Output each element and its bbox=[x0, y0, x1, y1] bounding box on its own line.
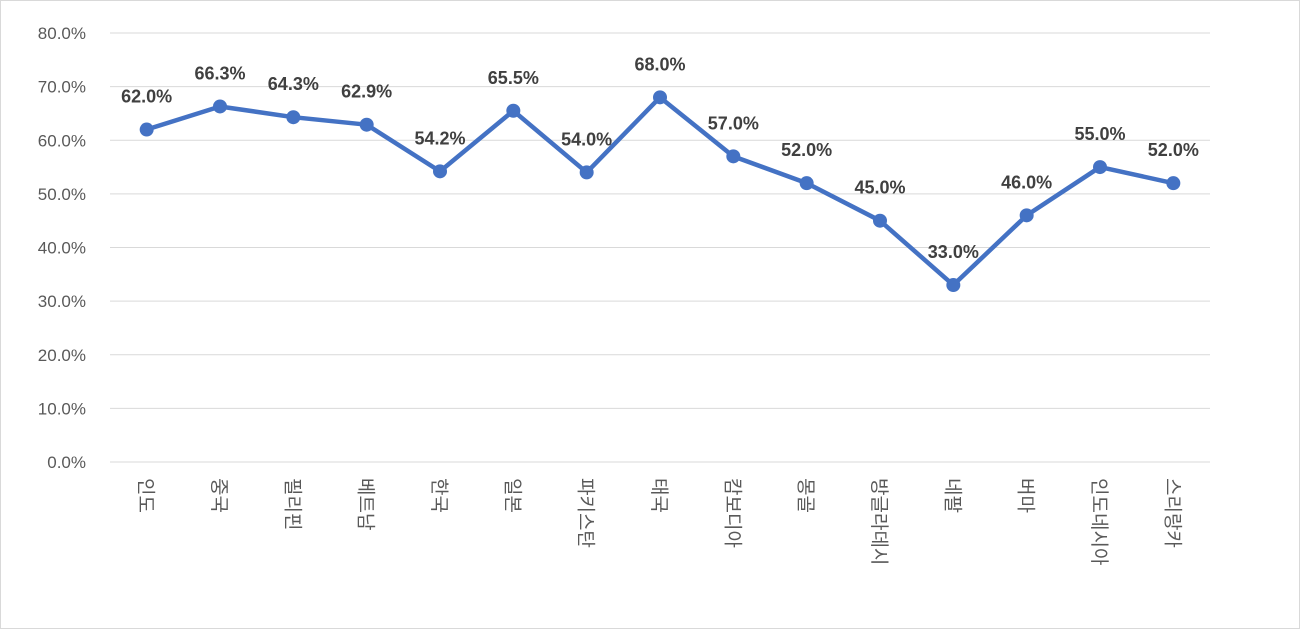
data-label: 62.9% bbox=[341, 82, 392, 102]
x-tick-label: 방글라데시 bbox=[868, 478, 890, 565]
data-point bbox=[726, 149, 741, 164]
data-label: 65.5% bbox=[488, 68, 539, 88]
data-point bbox=[873, 213, 887, 228]
data-point bbox=[286, 110, 301, 125]
x-tick-label: 몽골 bbox=[795, 478, 816, 513]
data-label: 46.0% bbox=[1001, 172, 1052, 192]
x-tick-label: 캄보디아 bbox=[721, 478, 743, 548]
x-tick-label: 태국 bbox=[648, 478, 670, 513]
x-tick-label: 인도네시아 bbox=[1088, 478, 1110, 565]
data-point bbox=[799, 176, 814, 191]
data-point bbox=[433, 164, 447, 179]
data-label: 62.0% bbox=[121, 87, 172, 107]
data-label: 52.0% bbox=[781, 140, 832, 160]
data-point bbox=[359, 117, 374, 132]
y-tick-label: 30.0% bbox=[38, 292, 86, 311]
x-tick-label: 스리랑카 bbox=[1161, 478, 1183, 548]
data-label: 64.3% bbox=[268, 74, 319, 94]
data-label: 45.0% bbox=[854, 178, 905, 198]
x-tick-label: 일본 bbox=[501, 478, 523, 513]
y-tick-label: 40.0% bbox=[38, 239, 86, 258]
x-tick-label: 파키스탄 bbox=[575, 478, 597, 548]
y-tick-label: 0.0% bbox=[47, 453, 86, 472]
data-point bbox=[579, 165, 594, 180]
data-point bbox=[506, 103, 521, 118]
data-point bbox=[946, 278, 961, 293]
data-point bbox=[1093, 160, 1107, 175]
x-tick-label: 네팔 bbox=[941, 478, 963, 513]
data-label: 54.0% bbox=[561, 129, 612, 149]
y-tick-label: 70.0% bbox=[38, 78, 86, 97]
data-point bbox=[1166, 176, 1181, 191]
y-tick-label: 50.0% bbox=[38, 185, 86, 204]
x-tick-label: 인도 bbox=[135, 478, 157, 513]
data-label: 68.0% bbox=[634, 54, 685, 74]
y-tick-label: 60.0% bbox=[38, 131, 86, 150]
y-tick-label: 10.0% bbox=[38, 399, 86, 418]
data-point bbox=[1019, 208, 1034, 223]
x-tick-label: 필리핀 bbox=[281, 478, 303, 530]
data-label: 66.3% bbox=[194, 63, 245, 83]
data-label: 57.0% bbox=[708, 113, 759, 133]
data-point bbox=[653, 90, 667, 105]
data-point bbox=[213, 99, 227, 114]
x-tick-label: 버마 bbox=[1015, 478, 1037, 513]
x-tick-label: 베트남 bbox=[355, 478, 377, 530]
data-label: 52.0% bbox=[1148, 140, 1199, 160]
data-label: 55.0% bbox=[1074, 124, 1125, 144]
data-label: 33.0% bbox=[928, 242, 979, 262]
x-tick-label: 중국 bbox=[208, 478, 229, 513]
data-point bbox=[139, 122, 154, 137]
x-tick-label: 한국 bbox=[428, 478, 450, 513]
y-tick-label: 80.0% bbox=[38, 24, 86, 43]
y-tick-label: 20.0% bbox=[38, 346, 86, 365]
data-label: 54.2% bbox=[414, 128, 465, 148]
